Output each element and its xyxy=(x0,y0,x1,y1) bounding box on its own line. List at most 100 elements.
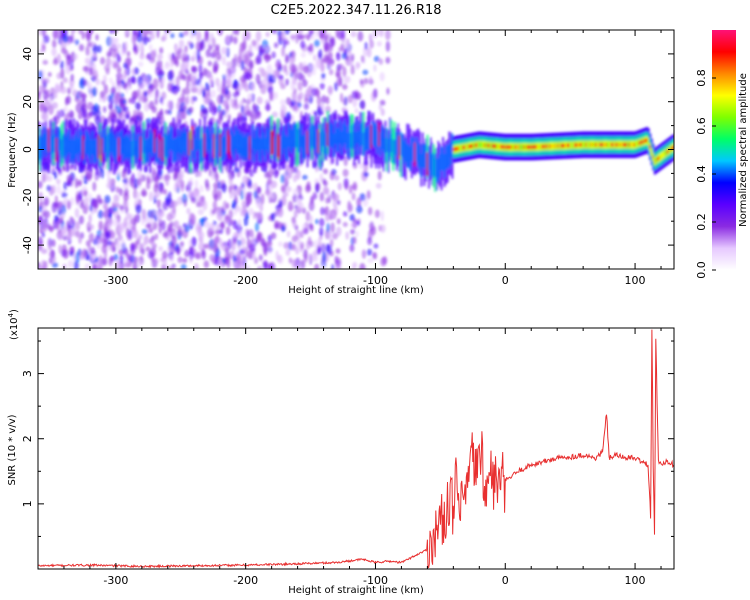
heatmap-cell xyxy=(362,56,366,64)
heatmap-cell xyxy=(99,131,102,156)
heatmap-cell xyxy=(460,146,463,150)
heatmap-cell xyxy=(196,30,202,42)
heatmap-cell xyxy=(281,130,284,155)
heatmap-cell xyxy=(301,174,308,180)
heatmap-cell xyxy=(297,128,300,153)
heatmap-cell xyxy=(614,143,618,147)
heatmap-cell xyxy=(93,265,100,269)
heatmap-cell xyxy=(178,169,185,180)
heatmap-cell xyxy=(321,95,327,104)
heatmap-cell xyxy=(312,191,317,200)
heatmap-cell xyxy=(350,53,355,62)
heatmap-cell xyxy=(253,190,258,199)
heatmap-cell xyxy=(469,144,473,148)
heatmap-cell xyxy=(158,133,161,158)
heatmap-cell xyxy=(108,256,113,267)
heatmap-cell xyxy=(166,213,173,222)
heatmap-cell xyxy=(362,69,369,75)
heatmap-cell xyxy=(248,207,254,215)
heatmap-cell xyxy=(642,139,646,144)
heatmap-cell xyxy=(179,241,185,247)
heatmap-cell xyxy=(227,130,230,154)
heatmap-cell xyxy=(268,262,276,269)
heatmap-cell xyxy=(342,66,347,78)
heatmap-cell xyxy=(504,145,507,149)
heatmap-cell xyxy=(338,46,343,53)
heatmap-cell xyxy=(255,130,258,154)
heatmap-cell xyxy=(366,190,371,200)
heatmap-cell xyxy=(177,111,183,123)
heatmap-cell xyxy=(288,257,293,264)
heatmap-cell xyxy=(298,192,302,199)
heatmap-cell xyxy=(308,252,312,262)
heatmap-cell xyxy=(225,75,233,86)
heatmap-cell xyxy=(59,216,64,224)
heatmap-cell xyxy=(73,260,79,269)
heatmap-cell xyxy=(64,97,69,107)
heatmap-cell xyxy=(167,70,174,82)
heatmap-cell xyxy=(271,51,276,59)
heatmap-cell xyxy=(104,87,109,94)
heatmap-cell xyxy=(72,89,78,97)
heatmap-cell xyxy=(156,30,160,39)
heatmap-cell xyxy=(156,211,162,218)
heatmap-cell xyxy=(201,248,206,257)
heatmap-cell xyxy=(86,221,92,231)
heatmap-cell xyxy=(178,136,181,161)
heatmap-cell xyxy=(284,30,290,35)
heatmap-cell xyxy=(246,229,250,240)
heatmap-cell xyxy=(62,34,69,43)
heatmap-cell xyxy=(119,204,125,211)
heatmap-cell xyxy=(56,109,61,117)
heatmap-cell xyxy=(306,130,309,155)
heatmap-cell xyxy=(38,236,43,245)
heatmap-cell xyxy=(292,218,297,228)
heatmap-cell xyxy=(71,136,74,160)
heatmap-cell xyxy=(213,134,216,158)
heatmap-cell xyxy=(293,123,297,148)
heatmap-cell xyxy=(349,244,355,252)
heatmap-cell xyxy=(187,190,194,199)
heatmap-cell xyxy=(356,62,361,69)
heatmap-cell xyxy=(575,143,579,147)
heatmap-cell xyxy=(300,124,303,148)
heatmap-cell xyxy=(158,246,163,252)
heatmap-cell xyxy=(270,130,273,155)
heatmap-cell xyxy=(245,136,248,161)
heatmap-cell xyxy=(162,33,168,41)
heatmap-cell xyxy=(667,149,671,153)
heatmap-cell xyxy=(622,143,625,147)
heatmap-cell xyxy=(142,129,146,154)
heatmap-cell xyxy=(228,135,231,159)
heatmap-cell xyxy=(148,227,154,234)
heatmap-cell xyxy=(350,222,357,229)
heatmap-cell xyxy=(385,128,389,153)
heatmap-cell xyxy=(211,172,216,181)
heatmap-cell xyxy=(108,212,113,219)
heatmap-cell xyxy=(181,88,185,100)
heatmap-cell xyxy=(229,98,234,104)
heatmap-cell xyxy=(535,145,538,149)
heatmap-cell xyxy=(350,132,353,157)
heatmap-cell xyxy=(354,107,359,114)
heatmap-cell xyxy=(350,31,357,38)
heatmap-cell xyxy=(205,48,211,58)
heatmap-cell xyxy=(310,43,314,53)
heatmap-cell xyxy=(130,243,136,251)
heatmap-cell xyxy=(74,39,80,46)
heatmap-cell xyxy=(378,122,381,147)
heatmap-cell xyxy=(258,254,263,261)
heatmap-cell xyxy=(172,138,175,163)
heatmap-cell xyxy=(507,145,510,149)
heatmap-cell xyxy=(337,182,342,191)
heatmap-cell xyxy=(519,145,523,149)
heatmap-cell xyxy=(228,209,234,219)
heatmap-cell xyxy=(343,119,347,144)
heatmap-cell xyxy=(374,209,381,219)
heatmap-cell xyxy=(317,246,322,253)
heatmap-cell xyxy=(74,207,80,218)
heatmap-cell xyxy=(327,230,333,240)
heatmap-cell xyxy=(68,129,71,154)
heatmap-cell xyxy=(38,191,44,202)
heatmap-cell xyxy=(437,158,440,182)
